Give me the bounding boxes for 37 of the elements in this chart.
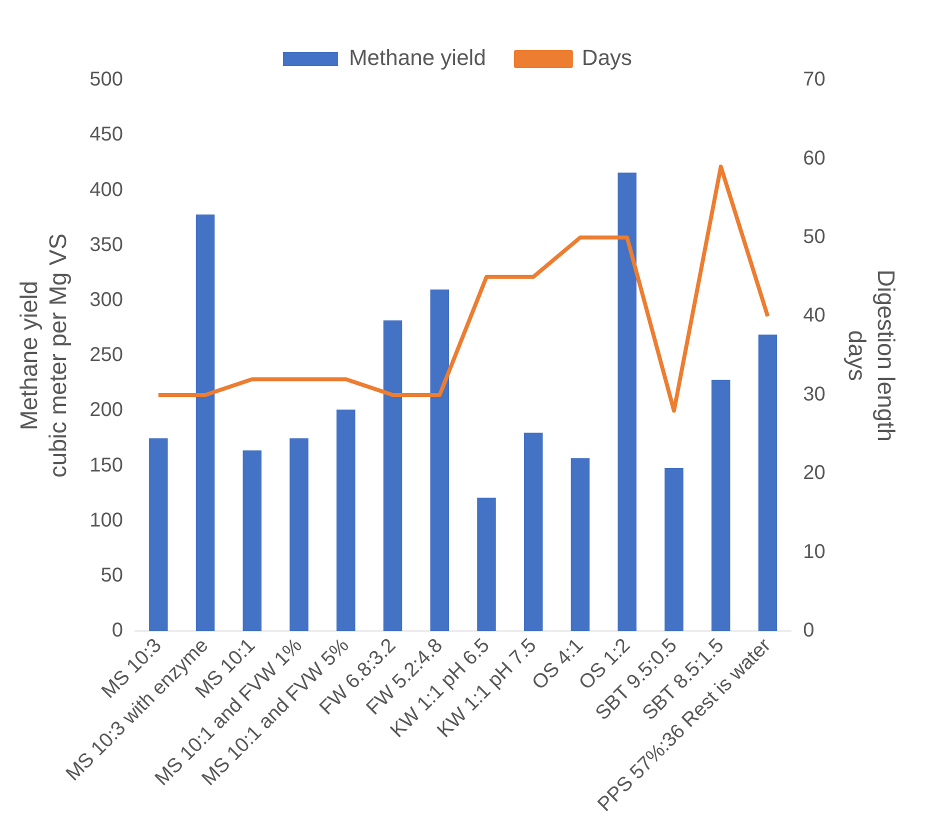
bar — [430, 289, 449, 632]
legend-label: Methane yield — [348, 45, 486, 70]
bar — [758, 334, 778, 632]
y2-tick-label: 30 — [803, 383, 826, 406]
y-tick-label: 350 — [90, 234, 123, 256]
y2-tick-label: 20 — [803, 462, 826, 484]
y-tick-label: 500 — [90, 68, 123, 91]
y-tick-label: 400 — [90, 178, 123, 201]
bar — [524, 432, 543, 632]
y-tick-label: 450 — [90, 124, 123, 146]
y-tick-label: 200 — [90, 399, 123, 422]
y-tick-label: 300 — [90, 288, 123, 311]
y2-axis-title: Digestion length days — [843, 270, 899, 442]
bar — [664, 468, 684, 632]
y-tick-label: 0 — [112, 620, 123, 642]
y-tick-label: 100 — [90, 509, 123, 532]
bar — [290, 438, 308, 632]
bar — [383, 320, 402, 632]
bar — [570, 458, 590, 632]
bar — [711, 380, 730, 632]
bar — [149, 438, 168, 632]
y-tick-label: 250 — [90, 344, 123, 366]
y2-tick-label: 60 — [803, 147, 826, 170]
legend-label: Days — [582, 45, 632, 70]
y2-tick-label: 50 — [803, 226, 826, 248]
bar — [477, 498, 496, 632]
y2-tick-label: 0 — [803, 620, 814, 642]
bar — [196, 214, 215, 632]
y-tick-label: 150 — [90, 454, 123, 476]
y2-tick-label: 40 — [803, 304, 826, 327]
bar — [618, 172, 636, 632]
bar — [336, 410, 356, 632]
y-axis-title: Methane yield cubic meter per Mg VS — [16, 234, 72, 478]
bar — [242, 450, 262, 632]
y-tick-label: 50 — [100, 564, 123, 587]
y2-tick-label: 70 — [803, 68, 826, 91]
y2-tick-label: 10 — [803, 540, 826, 563]
